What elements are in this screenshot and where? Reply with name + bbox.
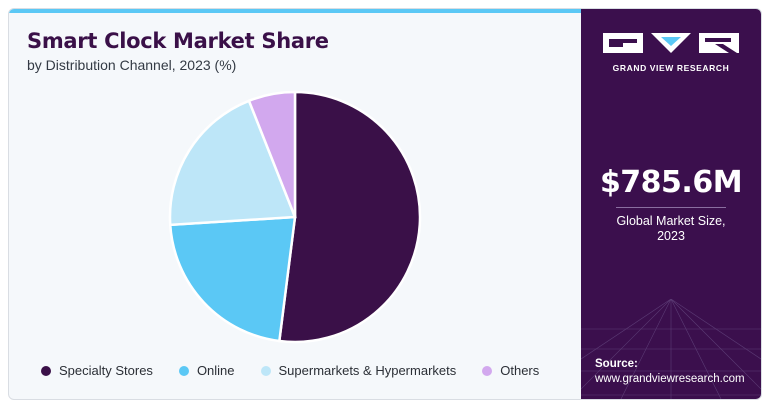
- pie-chart: [168, 90, 422, 344]
- slice-supermarkets: [168, 99, 297, 227]
- market-size-label-line1: Global Market Size,: [616, 214, 726, 228]
- legend-item-online: Online: [178, 363, 235, 378]
- legend-item-specialty-stores: Specialty Stores: [41, 363, 153, 378]
- slice-specialty-stores: [277, 90, 422, 344]
- gvr-logo-icon: [603, 33, 739, 53]
- chart-subtitle: by Distribution Channel, 2023 (%): [27, 57, 237, 73]
- source-block: Source: www.grandviewresearch.com: [595, 357, 745, 387]
- legend-swatch: [260, 365, 271, 376]
- legend-label: Specialty Stores: [59, 363, 153, 378]
- market-size-value: $785.6M: [599, 165, 743, 200]
- legend-swatch: [482, 365, 493, 376]
- accent-bar: [9, 9, 581, 13]
- legend-label: Online: [196, 363, 235, 378]
- legend-label: Supermarkets & Hypermarkets: [278, 363, 457, 378]
- legend-item-supermarkets: Supermarkets & Hypermarkets: [260, 363, 457, 378]
- slice-online: [168, 215, 297, 343]
- legend-swatch: [41, 365, 51, 376]
- market-size-label: Global Market Size, 2023: [581, 214, 761, 244]
- chart-title: Smart Clock Market Share: [27, 29, 329, 53]
- divider: [616, 207, 726, 208]
- slice-others: [247, 90, 297, 218]
- decorative-grid: [581, 299, 761, 399]
- source-url[interactable]: www.grandviewresearch.com: [595, 373, 745, 385]
- info-sidebar: GRAND VIEW RESEARCH $785.6M Global Marke…: [581, 9, 761, 399]
- source-label: Source:: [595, 358, 638, 370]
- chart-card: Smart Clock Market Share by Distribution…: [8, 8, 762, 400]
- legend-label: Others: [500, 363, 540, 378]
- brand-name: GRAND VIEW RESEARCH: [612, 63, 730, 73]
- market-size-label-line2: 2023: [657, 229, 685, 243]
- legend-item-others: Others: [482, 363, 539, 378]
- legend-swatch: [178, 365, 189, 376]
- chart-legend: Specialty Stores Online Supermarkets & H…: [41, 363, 565, 378]
